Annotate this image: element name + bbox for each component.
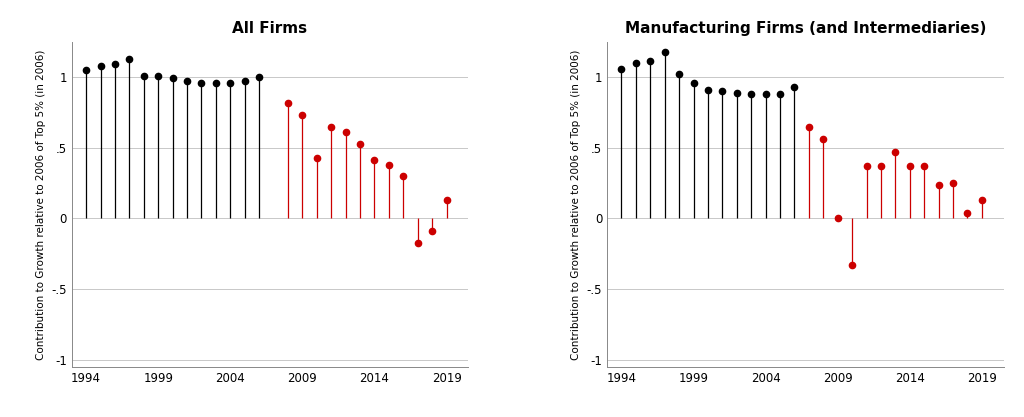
Title: All Firms: All Firms xyxy=(232,21,307,36)
Y-axis label: Contribution to Growth relative to 2006 of Top 5% (in 2006): Contribution to Growth relative to 2006 … xyxy=(571,49,581,359)
Y-axis label: Contribution to Growth relative to 2006 of Top 5% (in 2006): Contribution to Growth relative to 2006 … xyxy=(36,49,46,359)
Title: Manufacturing Firms (and Intermediaries): Manufacturing Firms (and Intermediaries) xyxy=(625,21,986,36)
